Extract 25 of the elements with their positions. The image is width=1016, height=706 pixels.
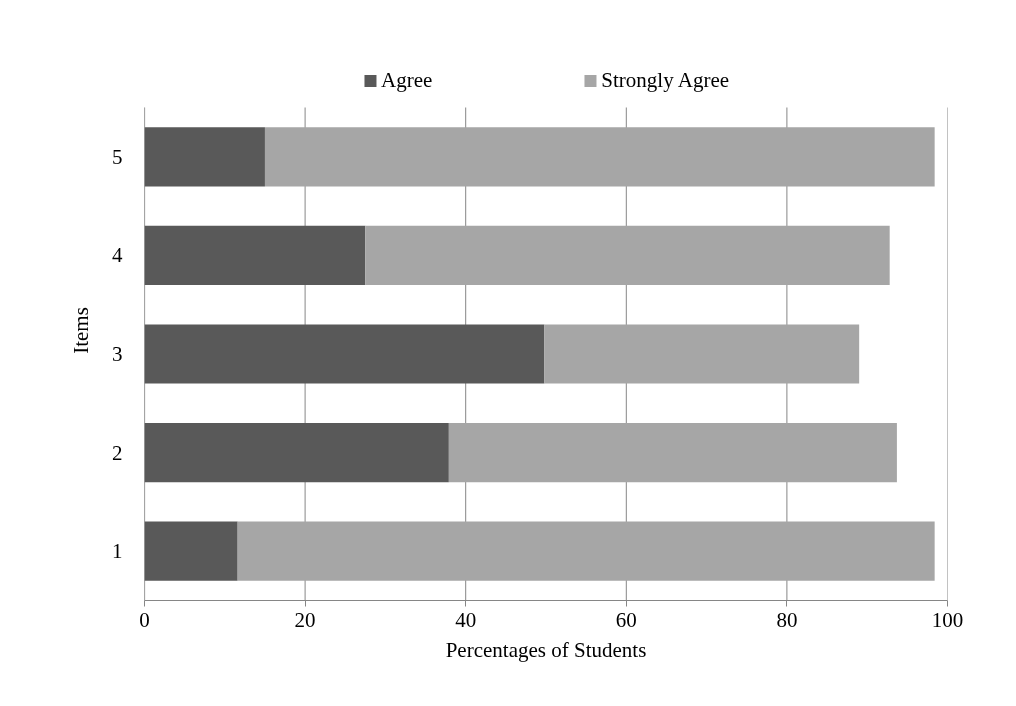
bar [365,225,890,285]
bar [144,423,449,483]
bar [264,127,935,187]
x-tick-label: 80 [776,607,798,632]
y-tick-label: 3 [112,342,123,366]
x-tick-label: 20 [294,607,316,632]
x-tick-label: 40 [455,607,477,632]
y-tick-label: 1 [112,539,123,564]
y-tick-label: 5 [112,144,123,169]
bar [144,225,366,285]
x-tick-label: 0 [139,607,150,632]
x-tick-label: 60 [615,607,637,632]
bar [544,324,860,384]
bar [144,521,238,581]
y-tick-label: 4 [112,243,123,268]
x-axis-title: Percentages of Students [445,637,647,662]
y-tick-label: 2 [112,440,123,465]
bar [144,324,545,384]
legend-label: Agree [380,68,433,93]
bar [448,423,897,483]
bar [237,521,935,581]
legend-label: Strongly Agree [601,68,730,93]
x-tick-label: 100 [931,607,964,632]
y-axis-title: Items [69,307,93,354]
bar [144,127,265,187]
